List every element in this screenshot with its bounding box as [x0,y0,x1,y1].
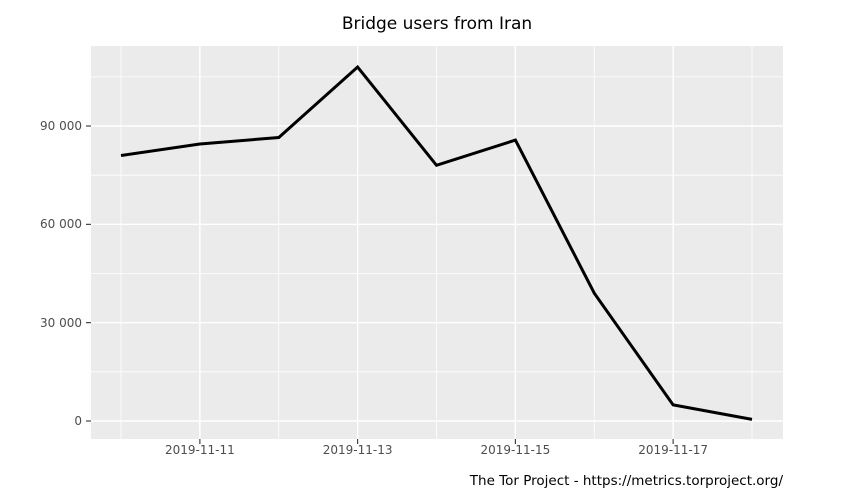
x-axis-tick-label: 2019-11-15 [480,443,551,457]
plot-panel-background [91,46,783,439]
y-axis-tick-label: 0 [74,414,82,428]
x-axis-tick-label: 2019-11-13 [322,443,393,457]
y-axis-tick-label: 90 000 [40,119,82,133]
x-axis-tick-label: 2019-11-17 [638,443,708,457]
y-axis-tick-label: 60 000 [40,217,82,232]
y-axis-tick-label: 30 000 [40,315,82,330]
footer-attribution: The Tor Project - https://metrics.torpro… [469,473,783,489]
x-axis-tick-label: 2019-11-11 [165,443,235,457]
data-line-bridge-users [120,64,753,421]
chart-title: Bridge users from Iran [341,14,533,34]
